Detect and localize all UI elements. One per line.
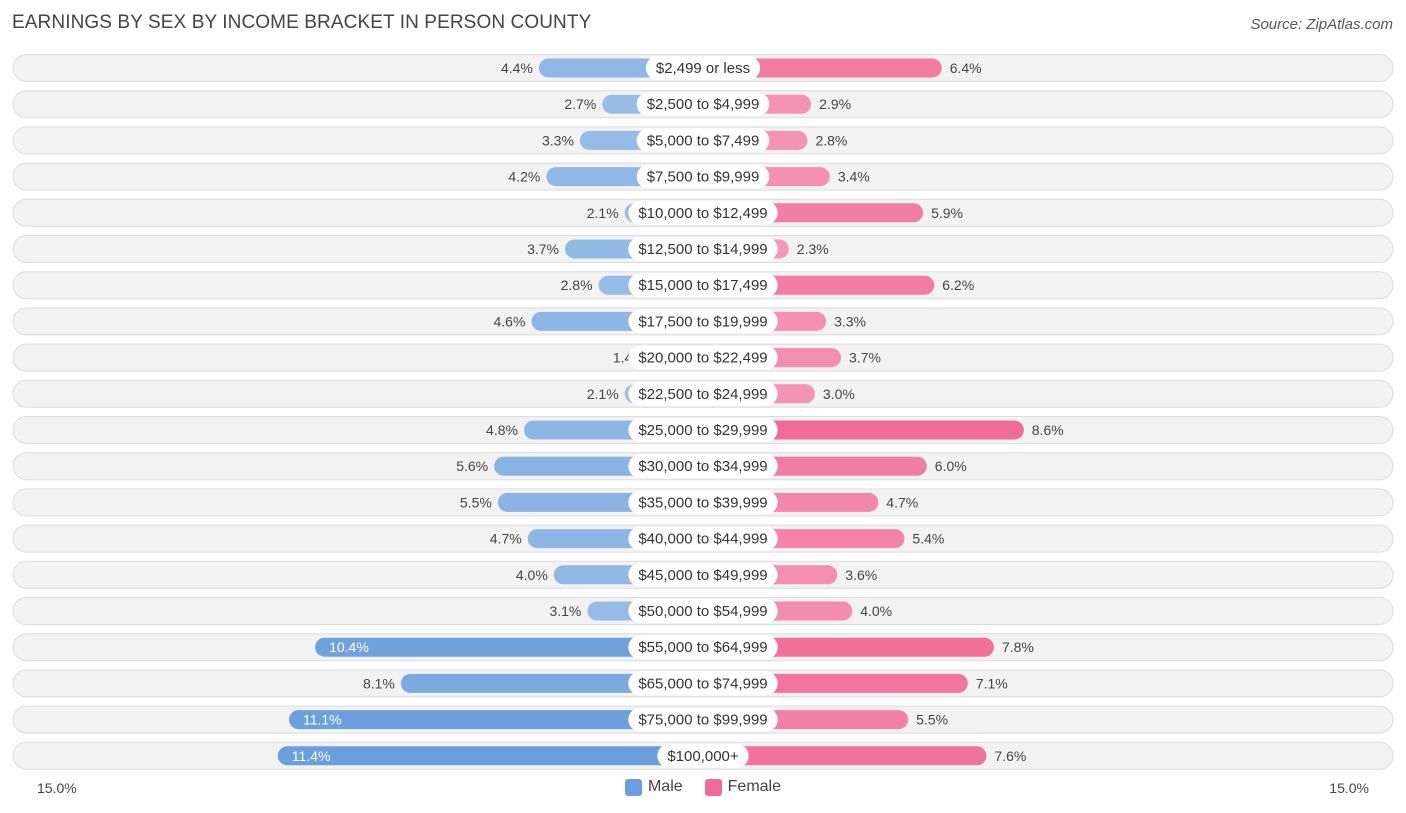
female-value-label: 3.0% [823, 386, 855, 402]
female-value-label: 4.7% [886, 494, 918, 510]
legend-swatch-male [624, 778, 642, 796]
category-pill [628, 381, 778, 406]
male-bar [288, 710, 703, 730]
female-bar [703, 420, 1024, 440]
category-label: $15,000 to $17,499 [638, 277, 767, 294]
category-pill [628, 562, 778, 587]
category-pill [636, 164, 770, 189]
female-value-label: 3.4% [838, 169, 870, 185]
category-label: $30,000 to $34,999 [638, 458, 767, 475]
male-value-label: 3.1% [549, 603, 581, 619]
category-label: $55,000 to $64,999 [638, 639, 767, 656]
female-bar [703, 58, 942, 78]
female-value-label: 7.1% [976, 675, 1008, 691]
category-pill [657, 743, 749, 768]
category-label: $65,000 to $74,999 [638, 675, 767, 692]
category-label: $10,000 to $12,499 [638, 205, 767, 222]
female-value-label: 5.5% [916, 712, 948, 728]
category-label: $75,000 to $99,999 [638, 712, 767, 729]
category-pill [628, 490, 778, 515]
female-value-label: 6.2% [942, 277, 974, 293]
category-pill [645, 56, 761, 80]
male-value-label: 4.8% [486, 422, 518, 438]
category-label: $100,000+ [667, 748, 739, 765]
male-bar [400, 673, 703, 693]
male-bar [277, 746, 703, 766]
chart-title: EARNINGS BY SEX BY INCOME BRACKET IN PER… [12, 12, 592, 33]
category-label: $22,500 to $24,999 [638, 386, 767, 403]
category-pill [628, 237, 778, 261]
male-value-label: 3.7% [527, 241, 559, 257]
axis-left-label: 15.0% [37, 780, 77, 796]
female-value-label: 3.7% [849, 350, 881, 366]
category-label: $45,000 to $49,999 [638, 567, 767, 584]
male-value-label: 8.1% [363, 675, 395, 691]
category-label: $2,499 or less [656, 60, 750, 77]
category-pill [628, 707, 778, 732]
female-value-label: 4.0% [860, 603, 892, 619]
axis-right-label: 15.0% [1329, 780, 1369, 796]
female-value-label: 8.6% [1032, 422, 1064, 438]
legend-label-male: Male [647, 778, 683, 795]
category-label: $12,500 to $14,999 [638, 241, 767, 258]
male-value-label: 2.7% [564, 96, 596, 112]
category-pill [628, 635, 778, 660]
category-label: $25,000 to $29,999 [638, 422, 767, 439]
female-value-label: 6.4% [950, 60, 982, 76]
male-value-label: 2.1% [587, 205, 619, 221]
female-value-label: 7.6% [994, 748, 1026, 764]
male-bar [315, 637, 703, 657]
male-value-label: 4.2% [508, 169, 540, 185]
male-value-label: 3.3% [542, 132, 574, 148]
category-pill [628, 418, 778, 442]
male-value-label: 11.4% [292, 748, 331, 764]
legend-swatch-female [704, 778, 722, 796]
category-pill [628, 345, 778, 370]
female-bar [703, 746, 987, 766]
female-value-label: 2.8% [815, 132, 847, 148]
category-label: $40,000 to $44,999 [638, 531, 767, 548]
category-pill [636, 128, 770, 153]
male-value-label: 4.0% [516, 567, 548, 583]
category-label: $7,500 to $9,999 [647, 169, 760, 186]
category-pill [628, 273, 778, 298]
legend: Male Female [0, 778, 1406, 796]
category-pill [636, 92, 770, 117]
legend-item-male[interactable]: Male [624, 778, 683, 796]
female-value-label: 7.8% [1002, 639, 1034, 655]
male-value-label: 4.6% [493, 313, 525, 329]
male-value-label: 5.5% [460, 494, 492, 510]
category-label: $35,000 to $39,999 [638, 494, 767, 511]
male-value-label: 10.4% [329, 639, 369, 655]
female-value-label: 6.0% [935, 458, 967, 474]
male-value-label: 11.1% [303, 712, 342, 728]
male-value-label: 4.4% [501, 60, 533, 76]
female-value-label: 5.9% [931, 205, 963, 221]
category-label: $50,000 to $54,999 [638, 603, 767, 620]
female-value-label: 5.4% [912, 531, 944, 547]
female-value-label: 3.3% [834, 313, 866, 329]
female-value-label: 2.3% [797, 241, 829, 257]
male-value-label: 4.7% [490, 531, 522, 547]
female-value-label: 3.6% [845, 567, 877, 583]
category-label: $5,000 to $7,499 [647, 132, 760, 149]
male-value-label: 5.6% [456, 458, 488, 474]
legend-item-female[interactable]: Female [704, 778, 782, 796]
category-pill [628, 599, 778, 623]
category-pill [628, 454, 778, 479]
legend-label-female: Female [727, 778, 782, 795]
female-value-label: 2.9% [819, 96, 851, 112]
category-label: $2,500 to $4,999 [647, 96, 760, 113]
source-credit: Source: ZipAtlas.com [1250, 16, 1393, 33]
category-pill [628, 526, 778, 551]
category-pill [628, 309, 778, 334]
category-pill [628, 671, 778, 696]
category-label: $17,500 to $19,999 [638, 313, 767, 330]
male-value-label: 2.1% [587, 386, 619, 402]
category-label: $20,000 to $22,499 [638, 350, 767, 367]
category-pill [628, 200, 778, 225]
male-value-label: 2.8% [561, 277, 593, 293]
